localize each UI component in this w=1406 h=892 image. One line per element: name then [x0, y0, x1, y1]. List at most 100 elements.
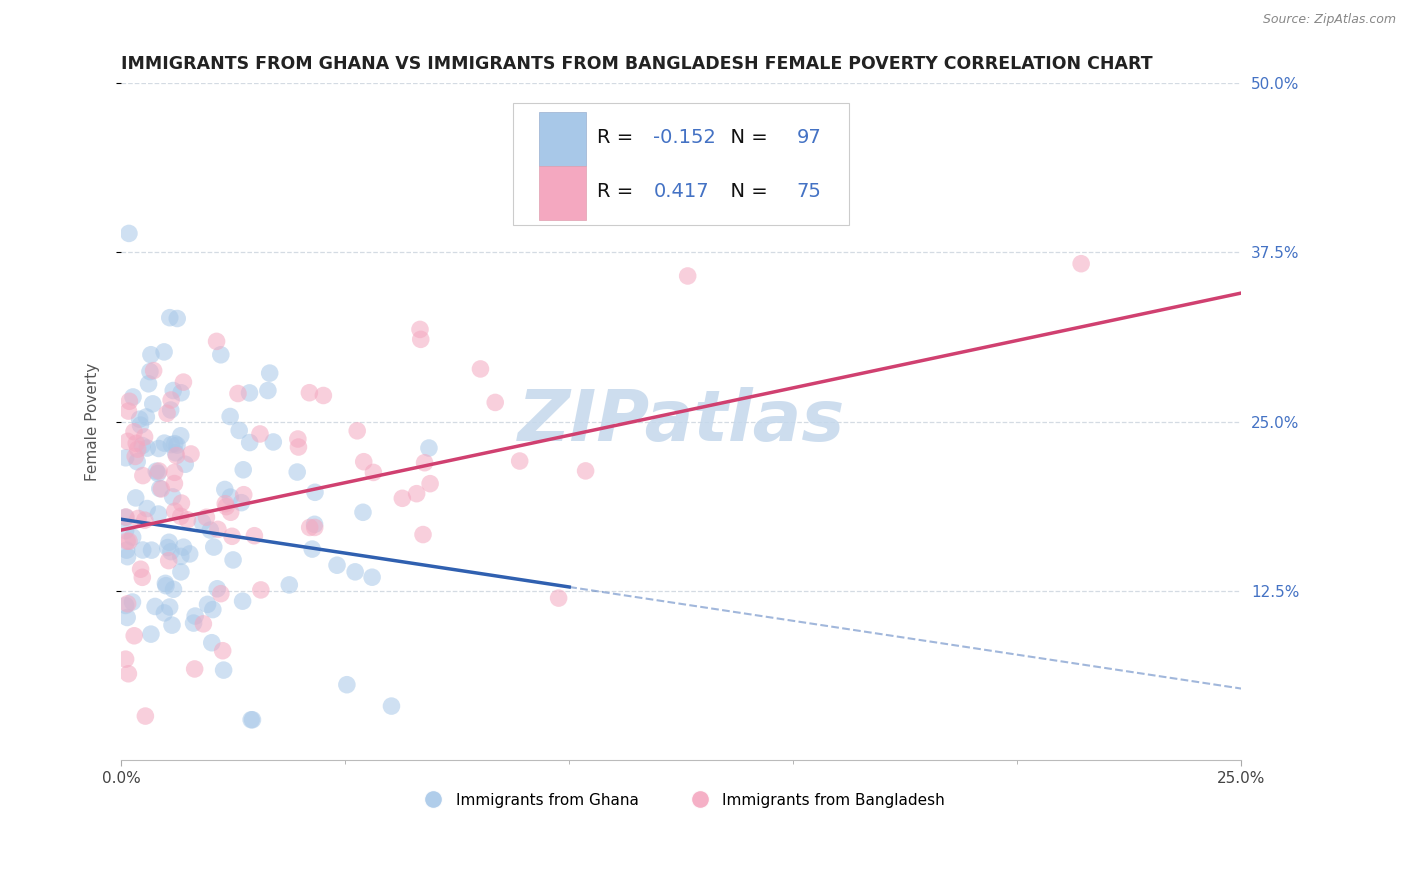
Point: [115, 534, 138, 549]
Point: [240, 713, 263, 727]
Point: [214, 483, 236, 497]
Point: [174, 457, 197, 471]
Point: [193, 616, 215, 631]
Point: [380, 699, 402, 714]
Point: [170, 509, 193, 524]
Point: [304, 517, 326, 532]
Point: [239, 435, 262, 450]
Point: [124, 450, 146, 464]
Point: [176, 513, 198, 527]
Point: [157, 553, 180, 567]
Point: [391, 491, 413, 506]
FancyBboxPatch shape: [538, 166, 586, 219]
Point: [409, 332, 432, 346]
Point: [134, 709, 156, 723]
Text: 0.417: 0.417: [654, 182, 709, 201]
Point: [160, 544, 183, 558]
Point: [117, 434, 139, 449]
Point: [183, 616, 205, 631]
Point: [155, 576, 177, 591]
Point: [163, 436, 186, 450]
Text: -0.152: -0.152: [654, 128, 716, 146]
Point: [118, 534, 141, 549]
Point: [160, 392, 183, 407]
Point: [157, 535, 180, 549]
Point: [409, 322, 432, 336]
Text: 97: 97: [797, 128, 821, 146]
Point: [215, 500, 238, 514]
Point: [122, 390, 145, 404]
Point: [173, 540, 195, 554]
Point: [163, 504, 186, 518]
Point: [155, 579, 177, 593]
Point: [405, 486, 427, 500]
Point: [159, 403, 181, 417]
Point: [115, 610, 138, 624]
Point: [114, 524, 136, 538]
Point: [165, 446, 187, 460]
Point: [484, 395, 506, 409]
Point: [122, 425, 145, 439]
Point: [197, 598, 219, 612]
Point: [226, 386, 249, 401]
Point: [232, 463, 254, 477]
Point: [259, 366, 281, 380]
Text: ZIPatlas: ZIPatlas: [517, 387, 845, 456]
Point: [165, 449, 187, 463]
Point: [278, 578, 301, 592]
Point: [139, 348, 162, 362]
Point: [214, 497, 236, 511]
Point: [242, 713, 264, 727]
Point: [200, 523, 222, 537]
Point: [136, 501, 159, 516]
Point: [287, 440, 309, 454]
Point: [312, 388, 335, 402]
Point: [129, 562, 152, 576]
Point: [153, 606, 176, 620]
Point: [148, 442, 170, 456]
Point: [142, 363, 165, 377]
Point: [249, 427, 271, 442]
Point: [135, 409, 157, 424]
Point: [121, 530, 143, 544]
Point: [163, 476, 186, 491]
Point: [118, 394, 141, 409]
Point: [257, 384, 280, 398]
Point: [153, 344, 176, 359]
Point: [509, 454, 531, 468]
Point: [205, 582, 228, 596]
Point: [125, 436, 148, 450]
Point: [114, 450, 136, 465]
Text: N =: N =: [718, 182, 775, 201]
Point: [114, 510, 136, 524]
Point: [156, 406, 179, 420]
Point: [160, 618, 183, 632]
Point: [138, 376, 160, 391]
Point: [117, 666, 139, 681]
Point: [232, 488, 254, 502]
Point: [212, 663, 235, 677]
Point: [201, 636, 224, 650]
Point: [127, 455, 149, 469]
Point: [129, 418, 152, 433]
Point: [125, 491, 148, 505]
Text: IMMIGRANTS FROM GHANA VS IMMIGRANTS FROM BANGLADESH FEMALE POVERTY CORRELATION C: IMMIGRANTS FROM GHANA VS IMMIGRANTS FROM…: [121, 55, 1153, 73]
Point: [547, 591, 569, 606]
Text: 75: 75: [797, 182, 821, 201]
Point: [179, 547, 201, 561]
Point: [134, 430, 156, 444]
Point: [139, 365, 162, 379]
Point: [162, 582, 184, 597]
Text: R =: R =: [598, 128, 640, 146]
Point: [304, 485, 326, 500]
Point: [211, 644, 233, 658]
FancyBboxPatch shape: [513, 103, 849, 226]
Point: [574, 464, 596, 478]
Point: [676, 268, 699, 283]
Point: [363, 466, 385, 480]
Point: [183, 662, 205, 676]
Point: [298, 520, 321, 534]
Legend: Immigrants from Ghana, Immigrants from Bangladesh: Immigrants from Ghana, Immigrants from B…: [411, 787, 952, 814]
Point: [219, 409, 242, 424]
Point: [412, 527, 434, 541]
